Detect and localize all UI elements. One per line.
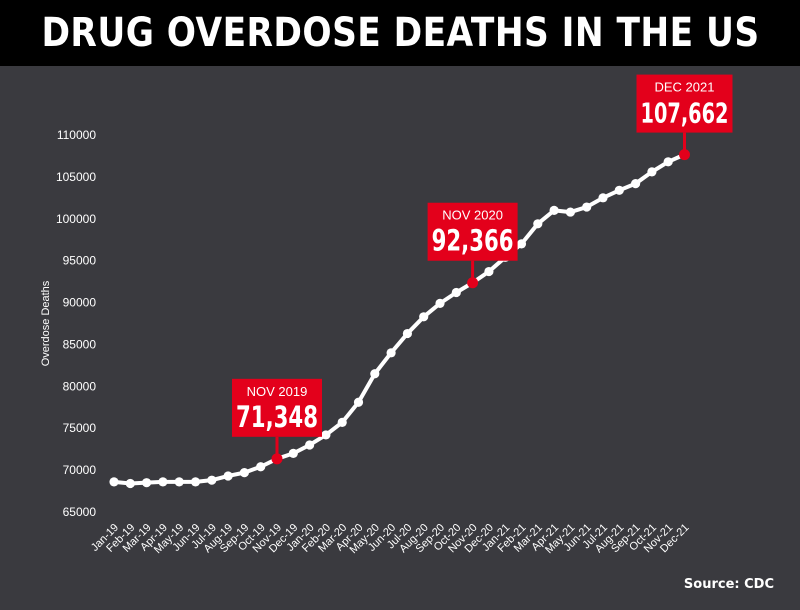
title-bar: DRUG OVERDOSE DEATHS IN THE US [0, 0, 800, 66]
data-point [158, 477, 168, 487]
data-point [516, 239, 527, 249]
callout-box [636, 74, 733, 133]
data-point [386, 348, 396, 358]
callout-value-label: 107,662 [641, 97, 729, 130]
data-point [435, 298, 445, 308]
y-axis-title: Overdose Deaths [40, 280, 52, 366]
callout-box [232, 378, 322, 437]
data-point [125, 478, 135, 489]
data-point [533, 219, 543, 229]
callout-date-label: NOV 2020 [442, 208, 503, 223]
overdose-line-chart: 65000 70000 75000 80000 85000 90000 95000 10000… [40, 74, 733, 556]
data-point [582, 202, 592, 212]
data-point [663, 157, 673, 167]
data-point [223, 471, 233, 481]
highlighted-data-point [679, 149, 690, 161]
y-tick-label: 90000 [63, 296, 97, 310]
data-point [647, 167, 657, 177]
source-label: Source: CDC [683, 577, 774, 592]
y-tick-label: 85000 [63, 337, 97, 351]
y-tick-label: 80000 [63, 379, 97, 393]
data-point [190, 477, 201, 487]
callout-date-label: NOV 2019 [247, 384, 308, 399]
data-point [370, 369, 380, 379]
data-point [305, 440, 315, 450]
callout-box [427, 202, 518, 261]
data-point [419, 312, 429, 322]
callout-value-label: 71,348 [236, 400, 318, 434]
y-tick-label: 110000 [57, 128, 96, 142]
y-tick-label: 105000 [56, 170, 96, 184]
y-tick-label: 100000 [56, 212, 96, 226]
y-tick-label: 95000 [63, 254, 97, 268]
data-point [631, 178, 641, 189]
y-tick-label: 65000 [63, 505, 97, 519]
data-point [402, 328, 412, 339]
callout-date-label: DEC 2021 [655, 80, 715, 95]
y-tick-label: 75000 [63, 421, 97, 435]
highlighted-data-point [467, 277, 479, 289]
series-line [112, 152, 687, 486]
data-point [256, 462, 266, 472]
data-point [549, 205, 559, 215]
data-point [288, 448, 298, 458]
data-point [239, 468, 249, 478]
y-tick-label: 70000 [63, 463, 97, 477]
data-point [109, 477, 119, 487]
page-title: DRUG OVERDOSE DEATHS IN THE US [40, 10, 760, 56]
data-point [451, 287, 461, 298]
data-point [614, 185, 624, 195]
callout-value-label: 92,366 [432, 224, 514, 258]
data-point [353, 397, 364, 407]
data-point [321, 430, 331, 440]
data-point [207, 475, 217, 485]
data-point [598, 193, 608, 203]
data-point [174, 477, 184, 487]
data-point [337, 417, 347, 427]
data-point [484, 266, 494, 277]
data-point [565, 207, 576, 217]
data-point [142, 478, 152, 488]
highlighted-data-point [271, 453, 283, 465]
